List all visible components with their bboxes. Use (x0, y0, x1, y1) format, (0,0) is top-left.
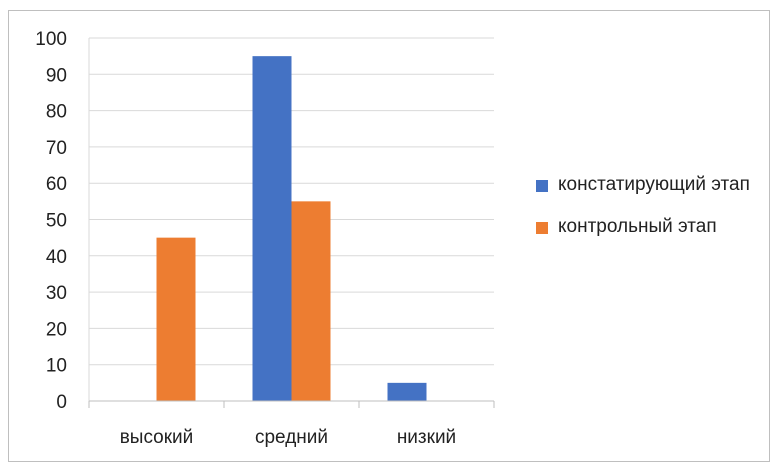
bar-series-1-cat-1 (291, 201, 331, 401)
bar-series-0-cat-1 (252, 56, 292, 402)
y-tick-label: 50 (46, 211, 67, 232)
legend-item-control: контрольный этап (536, 212, 766, 242)
x-axis-tick-labels: высокий средний низкий (120, 427, 456, 448)
y-tick-label: 60 (46, 174, 67, 195)
y-tick-label: 30 (46, 283, 67, 304)
y-axis-tick-labels: 0 10 20 30 40 50 60 70 80 90 100 (35, 29, 67, 413)
y-tick-label: 20 (46, 319, 67, 340)
bars (156, 56, 427, 402)
x-tick-label: средний (255, 427, 328, 448)
y-tick-label: 10 (46, 356, 67, 377)
legend: констатирующий этап контрольный этап (536, 170, 766, 254)
bar-series-0-cat-2 (387, 382, 427, 401)
x-axis (88, 400, 495, 408)
legend-swatch-constating (536, 180, 548, 192)
y-tick-label: 100 (35, 29, 67, 50)
y-tick-label: 0 (56, 392, 67, 413)
y-tick-label: 90 (46, 65, 67, 86)
legend-swatch-control (536, 222, 548, 234)
y-tick-label: 70 (46, 138, 67, 159)
legend-label-control: контрольный этап (558, 216, 717, 237)
legend-item-constating: констатирующий этап (536, 170, 766, 200)
x-tick-label: высокий (120, 427, 194, 448)
legend-label-constating: констатирующий этап (558, 174, 750, 195)
bar-series-1-cat-0 (156, 237, 196, 401)
y-tick-label: 80 (46, 102, 67, 123)
x-tick-label: низкий (397, 427, 456, 448)
y-tick-label: 40 (46, 247, 67, 268)
